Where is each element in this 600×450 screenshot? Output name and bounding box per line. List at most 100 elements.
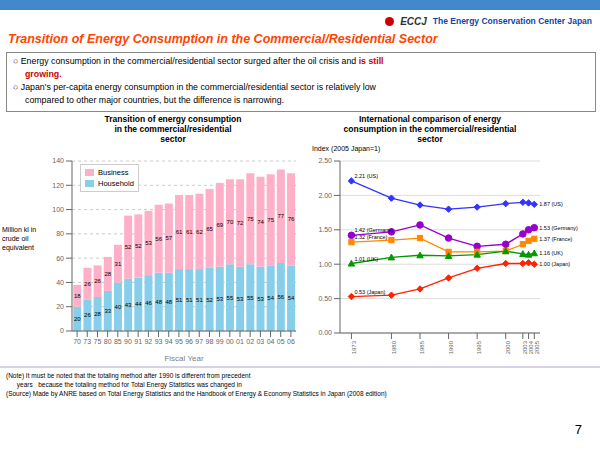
svg-text:56: 56 xyxy=(278,294,285,300)
svg-text:1.01 (UK): 1.01 (UK) xyxy=(354,256,378,262)
svg-text:31: 31 xyxy=(115,261,122,267)
svg-text:0: 0 xyxy=(60,327,64,334)
svg-text:48: 48 xyxy=(166,299,173,305)
svg-text:03: 03 xyxy=(256,338,264,345)
svg-text:96: 96 xyxy=(185,338,193,345)
svg-text:2.21 (US): 2.21 (US) xyxy=(354,173,378,179)
svg-text:1.00 (Japan): 1.00 (Japan) xyxy=(539,261,570,267)
svg-text:00: 00 xyxy=(226,338,234,345)
svg-text:1.32 (France): 1.32 (France) xyxy=(354,234,387,240)
svg-text:40: 40 xyxy=(115,304,122,310)
svg-text:65: 65 xyxy=(206,226,213,232)
svg-text:55: 55 xyxy=(227,295,234,301)
svg-text:80: 80 xyxy=(56,230,64,237)
svg-text:1.87 (US): 1.87 (US) xyxy=(539,201,563,207)
svg-text:0.00: 0.00 xyxy=(318,329,332,336)
svg-text:51: 51 xyxy=(186,297,193,303)
svg-text:43: 43 xyxy=(125,302,132,308)
svg-text:85: 85 xyxy=(114,338,122,345)
svg-text:52: 52 xyxy=(206,297,213,303)
html-text:Transition of energy consumpti: Transition of energy consumption in the … xyxy=(104,114,242,144)
svg-text:06: 06 xyxy=(287,338,295,345)
svg-text:98: 98 xyxy=(206,338,214,345)
svg-text:61: 61 xyxy=(186,229,193,235)
svg-text:53: 53 xyxy=(216,296,223,302)
svg-text:54: 54 xyxy=(267,295,274,301)
svg-text:1.42 (Germany): 1.42 (Germany) xyxy=(354,227,393,233)
svg-text:99: 99 xyxy=(216,338,224,345)
svg-text:1.50: 1.50 xyxy=(318,226,332,233)
svg-text:70: 70 xyxy=(227,219,234,225)
svg-text:1985: 1985 xyxy=(419,340,425,354)
svg-text:1.16 (UK): 1.16 (UK) xyxy=(539,250,563,256)
svg-text:26: 26 xyxy=(94,278,101,284)
svg-text:62: 62 xyxy=(196,229,203,235)
svg-text:97: 97 xyxy=(195,338,203,345)
svg-text:1995: 1995 xyxy=(476,340,482,354)
svg-text:28: 28 xyxy=(104,271,111,277)
svg-text:2.50: 2.50 xyxy=(318,157,332,164)
svg-text:95: 95 xyxy=(175,338,183,345)
svg-text:26: 26 xyxy=(84,312,91,318)
svg-text:80: 80 xyxy=(104,338,112,345)
svg-text:0.50: 0.50 xyxy=(318,295,332,302)
svg-text:1973: 1973 xyxy=(351,340,357,354)
svg-text:20: 20 xyxy=(56,303,64,310)
svg-text:2.00: 2.00 xyxy=(318,192,332,199)
svg-text:70: 70 xyxy=(73,338,81,345)
svg-text:72: 72 xyxy=(237,220,244,226)
svg-text:01: 01 xyxy=(236,338,244,345)
svg-text:44: 44 xyxy=(135,301,142,307)
svg-text:53: 53 xyxy=(237,296,244,302)
svg-text:18: 18 xyxy=(74,293,81,299)
svg-text:61: 61 xyxy=(176,229,183,235)
svg-text:1.53 (Germany): 1.53 (Germany) xyxy=(539,225,578,231)
svg-text:92: 92 xyxy=(144,338,152,345)
svg-text:52: 52 xyxy=(125,244,132,250)
svg-text:77: 77 xyxy=(278,213,285,219)
svg-text:05: 05 xyxy=(277,338,285,345)
svg-text:94: 94 xyxy=(165,338,173,345)
svg-text:54: 54 xyxy=(288,295,295,301)
svg-text:90: 90 xyxy=(124,338,132,345)
svg-text:74: 74 xyxy=(257,219,264,225)
svg-text:52: 52 xyxy=(135,243,142,249)
svg-text:69: 69 xyxy=(216,222,223,228)
svg-text:73: 73 xyxy=(83,338,91,345)
svg-text:48: 48 xyxy=(155,299,162,305)
svg-text:2005: 2005 xyxy=(534,340,540,354)
svg-text:28: 28 xyxy=(94,311,101,317)
svg-text:51: 51 xyxy=(176,297,183,303)
svg-text:1990: 1990 xyxy=(448,340,454,354)
svg-text:04: 04 xyxy=(267,338,275,345)
html-text:International comparison of en: International comparison of energy consu… xyxy=(343,114,517,144)
svg-text:2000: 2000 xyxy=(505,340,511,354)
svg-text:75: 75 xyxy=(267,217,274,223)
svg-text:1.37 (France): 1.37 (France) xyxy=(539,236,572,242)
svg-text:53: 53 xyxy=(145,240,152,246)
svg-text:93: 93 xyxy=(155,338,163,345)
svg-text:46: 46 xyxy=(145,300,152,306)
svg-text:100: 100 xyxy=(52,206,64,213)
svg-text:75: 75 xyxy=(247,216,254,222)
svg-text:60: 60 xyxy=(56,255,64,262)
svg-text:140: 140 xyxy=(52,157,64,164)
svg-text:91: 91 xyxy=(134,338,142,345)
svg-text:55: 55 xyxy=(247,295,254,301)
svg-text:76: 76 xyxy=(288,216,295,222)
svg-text:51: 51 xyxy=(196,297,203,303)
svg-text:56: 56 xyxy=(155,236,162,242)
svg-text:40: 40 xyxy=(56,279,64,286)
svg-text:75: 75 xyxy=(94,338,102,345)
svg-text:20: 20 xyxy=(74,316,81,322)
svg-text:0.53 (Japan): 0.53 (Japan) xyxy=(354,289,385,295)
svg-text:Fiscal Year: Fiscal Year xyxy=(164,354,203,361)
svg-text:1.00: 1.00 xyxy=(318,261,332,268)
svg-text:26: 26 xyxy=(84,281,91,287)
svg-text:33: 33 xyxy=(104,308,111,314)
svg-text:53: 53 xyxy=(257,296,264,302)
svg-text:02: 02 xyxy=(246,338,254,345)
svg-text:1980: 1980 xyxy=(391,340,397,354)
svg-text:57: 57 xyxy=(166,235,173,241)
svg-text:120: 120 xyxy=(52,182,64,189)
